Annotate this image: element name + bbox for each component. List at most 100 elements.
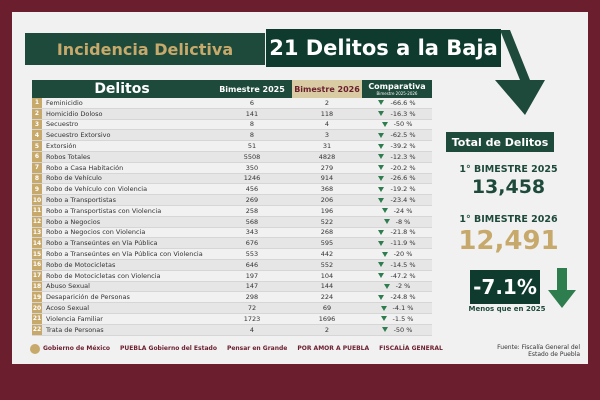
row-comparativa: -14.5 %	[362, 260, 432, 270]
row-comparativa-value: -11.9 %	[390, 239, 416, 248]
down-triangle-icon	[378, 294, 385, 300]
row-bimestre-2025: 8	[249, 120, 255, 129]
row-comparativa: -24.8 %	[362, 292, 432, 302]
table-row: 2 Homicidio Doloso 141 118 -16.3 %	[32, 108, 432, 120]
table-row: 18 Abuso Sexual 147 144 -2 %	[32, 281, 432, 293]
row-comparativa-value: -12.3 %	[390, 152, 416, 161]
down-triangle-icon	[381, 327, 388, 333]
row-bimestre-2025: 298	[245, 293, 259, 302]
percent-change: -7.1%	[470, 270, 540, 304]
row-bimestre-2025: 676	[245, 239, 259, 248]
row-comparativa: -12.3 %	[362, 152, 432, 162]
header-incidencia: Incidencia Delictiva	[25, 33, 265, 65]
row-number: 12	[32, 216, 42, 227]
row-comparativa-value: -20.2 %	[390, 163, 416, 172]
logo4-text: POR AMOR A PUEBLA	[297, 344, 370, 352]
row-bimestre-2025: 6	[249, 98, 255, 107]
table-row: 4 Secuestro Extorsivo 8 3 -62.5 %	[32, 130, 432, 142]
col-comparativa-label: Comparativa	[368, 81, 426, 91]
row-delito: Robo de Motocicletas	[46, 260, 116, 269]
row-number: 22	[32, 324, 42, 335]
row-comparativa: -50 %	[362, 325, 432, 335]
down-triangle-icon	[378, 186, 385, 192]
row-number: 17	[32, 270, 42, 281]
row-number: 10	[32, 195, 42, 205]
row-number: 6	[32, 151, 42, 162]
row-bimestre-2026: 2	[324, 98, 330, 107]
table-row: 22 Trata de Personas 4 2 -50 %	[32, 324, 432, 336]
delitos-table: Delitos Bimestre 2025 Bimestre 2026 Comp…	[32, 80, 432, 336]
row-bimestre-2026: 442	[320, 250, 334, 259]
down-triangle-icon	[378, 273, 385, 279]
down-arrow-icon	[495, 30, 545, 115]
row-bimestre-2025: 269	[245, 196, 259, 205]
row-bimestre-2026: 69	[322, 304, 332, 313]
table-row: 13 Robo a Negocios con Violencia 343 268 -21…	[32, 227, 432, 239]
row-delito: Feminicidio	[46, 98, 83, 107]
down-arrow-small-icon	[548, 268, 576, 308]
col-delitos: Delitos	[32, 80, 212, 98]
row-comparativa-value: -24 %	[393, 206, 413, 215]
row-delito: Robos Totales	[46, 152, 91, 161]
row-number: 7	[32, 162, 42, 173]
row-bimestre-2025: 568	[245, 217, 259, 226]
row-delito: Robo de Vehículo con Violencia	[46, 185, 148, 194]
row-number: 15	[32, 249, 42, 259]
row-bimestre-2025: 8	[249, 131, 255, 140]
percent-change-sub: Menos que en 2025	[468, 305, 546, 313]
row-bimestre-2026: 914	[320, 174, 334, 183]
row-bimestre-2025: 1723	[243, 314, 261, 323]
row-comparativa: -26.6 %	[362, 174, 432, 184]
value-2026: 12,491	[458, 226, 559, 256]
row-number: 2	[32, 108, 42, 119]
row-bimestre-2026: 552	[320, 260, 334, 269]
down-triangle-icon	[378, 240, 385, 246]
row-delito: Extorsión	[46, 142, 77, 151]
row-comparativa-value: -16.3 %	[390, 109, 416, 118]
value-2025: 13,458	[471, 176, 546, 198]
row-bimestre-2025: 343	[245, 228, 259, 237]
row-comparativa-value: -50 %	[393, 325, 413, 334]
table-row: 19 Desaparición de Personas 298 224 -24.8 %	[32, 292, 432, 304]
row-bimestre-2026: 368	[320, 185, 334, 194]
row-delito: Acoso Sexual	[46, 304, 90, 313]
row-comparativa: -1.5 %	[362, 314, 432, 324]
row-delito: Robo a Transeúntes en Vía Pública con Vi…	[46, 250, 203, 259]
row-number: 3	[32, 119, 42, 130]
row-comparativa-value: -23.4 %	[390, 196, 416, 205]
logo1-text: Gobierno de México	[43, 344, 111, 352]
down-triangle-icon	[378, 165, 385, 171]
table-row: 21 Violencia Familiar 1723 1696 -1.5 %	[32, 313, 432, 325]
down-triangle-icon	[378, 111, 385, 117]
row-comparativa-value: -66.6 %	[390, 98, 416, 107]
top-band	[0, 0, 600, 12]
down-triangle-icon	[378, 132, 385, 138]
table-row: 17 Robo de Motocicletas con Violencia 197 1…	[32, 270, 432, 282]
row-number: 14	[32, 238, 42, 249]
table-row: 11 Robo a Transportistas con Violencia 258…	[32, 205, 432, 217]
bottom-band	[0, 364, 600, 400]
row-bimestre-2026: 595	[320, 239, 334, 248]
row-comparativa-value: -2 %	[395, 282, 411, 291]
label-2025: 1° BIMESTRE 2025	[459, 164, 558, 175]
down-triangle-icon	[378, 262, 385, 268]
table-row: 12 Robo a Negocios 568 522 -8 %	[32, 216, 432, 228]
row-bimestre-2026: 4	[324, 120, 330, 129]
row-bimestre-2025: 258	[245, 206, 259, 215]
row-comparativa-value: -20 %	[393, 250, 413, 259]
row-delito: Robo de Motocicletas con Violencia	[46, 271, 161, 280]
row-number: 5	[32, 141, 42, 151]
row-number: 20	[32, 303, 42, 313]
row-comparativa-value: -62.5 %	[390, 131, 416, 140]
row-bimestre-2026: 31	[322, 142, 332, 151]
row-number: 1	[32, 98, 42, 108]
row-bimestre-2025: 646	[245, 260, 259, 269]
row-bimestre-2026: 1696	[318, 314, 336, 323]
row-bimestre-2025: 350	[245, 163, 259, 172]
table-row: 5 Extorsión 51 31 -39.2 %	[32, 141, 432, 152]
row-comparativa: -23.4 %	[362, 195, 432, 205]
row-comparativa: -4.1 %	[362, 303, 432, 313]
logo-fiscalia: FISCALÍA GENERAL	[379, 345, 443, 353]
row-bimestre-2025: 51	[247, 142, 257, 151]
row-comparativa: -50 %	[362, 120, 432, 130]
